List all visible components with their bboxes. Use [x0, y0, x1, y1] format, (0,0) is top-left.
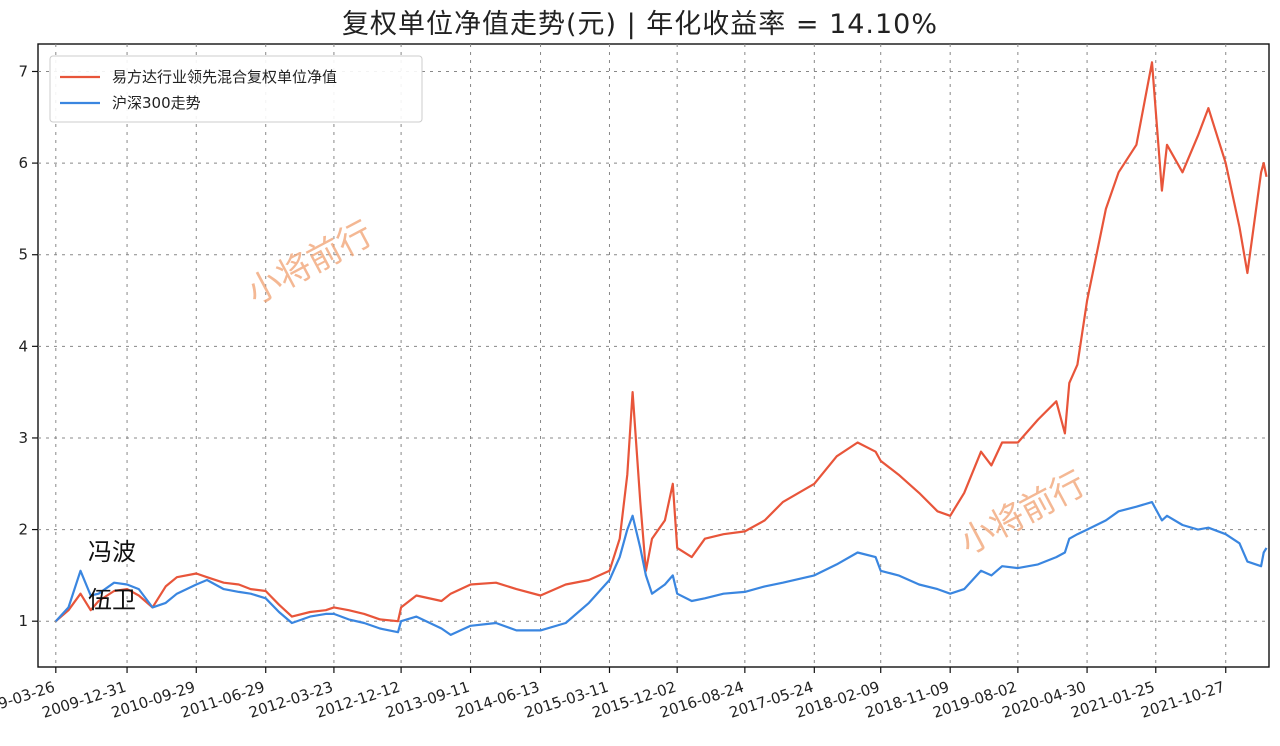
y-tick-label: 6 [18, 154, 28, 172]
legend: 易方达行业领先混合复权单位净值 沪深300走势 [49, 55, 423, 123]
annotation-manager-2: 伍卫 [88, 586, 136, 614]
y-tick-label: 1 [18, 612, 28, 630]
chart-title: 复权单位净值走势(元) | 年化收益率 = 14.10% [341, 9, 939, 40]
y-tick-label: 5 [18, 246, 28, 264]
y-axis: 1 2 3 4 5 6 7 [18, 62, 38, 630]
x-axis: 2009-03-262009-12-312010-09-292011-06-29… [0, 667, 1227, 722]
y-tick-label: 3 [18, 429, 28, 447]
plot-frame [37, 43, 1270, 668]
y-tick-label: 7 [18, 62, 28, 80]
watermark-1: 小将前行 [240, 214, 379, 313]
csi300-line [54, 501, 1268, 637]
watermark-2: 小将前行 [953, 464, 1092, 563]
grid [38, 44, 1269, 667]
annotation-manager-1: 冯波 [88, 538, 136, 566]
legend-label-fund: 易方达行业领先混合复权单位净值 [112, 68, 337, 86]
series-lines [54, 61, 1268, 637]
y-tick-label: 4 [18, 337, 28, 355]
y-tick-label: 2 [18, 521, 28, 539]
legend-box [49, 55, 423, 123]
legend-label-index: 沪深300走势 [112, 94, 201, 112]
fund-nav-line [55, 61, 1268, 623]
